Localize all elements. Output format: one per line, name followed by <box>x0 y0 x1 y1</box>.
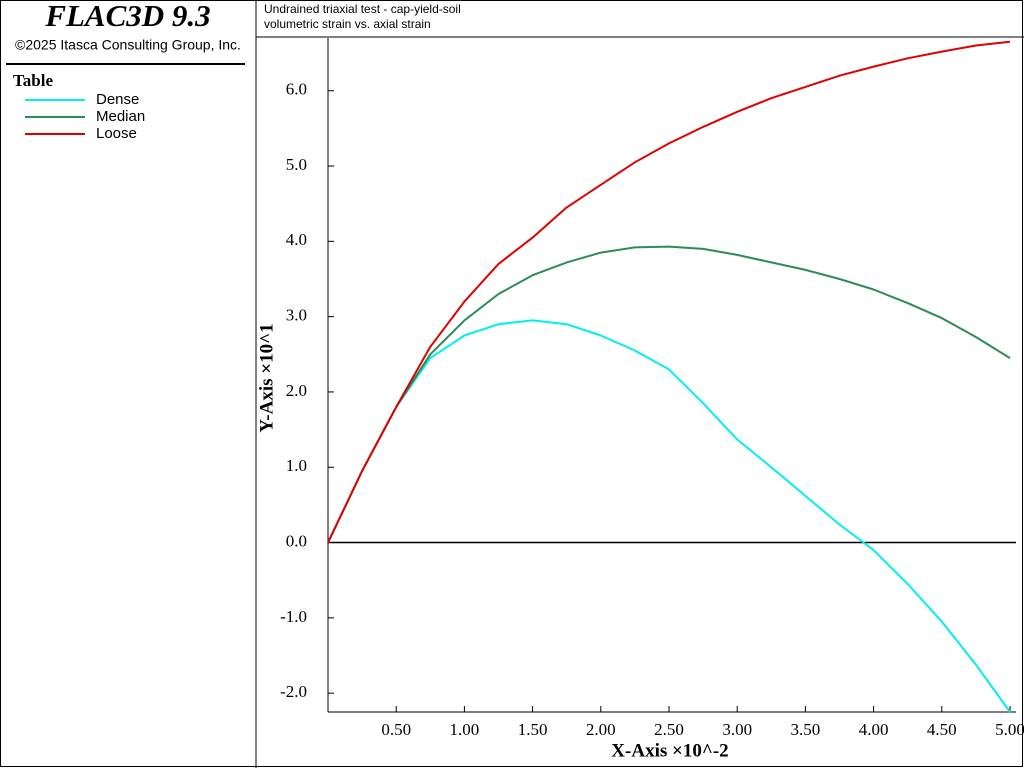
legend-label: Median <box>96 108 145 125</box>
x-axis-title: X-Axis ×10^-2 <box>611 740 728 761</box>
y-tick-label: -2.0 <box>280 682 307 701</box>
x-tick-label: 0.50 <box>381 720 411 739</box>
x-tick-label: 1.00 <box>450 720 480 739</box>
copyright: ©2025 Itasca Consulting Group, Inc. <box>15 37 241 53</box>
app-title: FLAC3D 9.3 <box>44 0 210 33</box>
y-tick-label: 6.0 <box>286 80 307 99</box>
x-tick-label: 4.00 <box>859 720 889 739</box>
x-tick-label: 3.00 <box>722 720 752 739</box>
y-tick-label: 5.0 <box>286 155 307 174</box>
x-tick-label: 2.50 <box>654 720 684 739</box>
x-tick-label: 5.00 <box>995 720 1024 739</box>
data-line <box>327 245 1011 544</box>
legend-label: Loose <box>96 125 137 142</box>
header-line: volumetric strain vs. axial strain <box>264 17 431 31</box>
y-tick-label: 3.0 <box>286 306 307 325</box>
y-tick-label: -1.0 <box>280 607 307 626</box>
y-tick-label: 2.0 <box>286 381 307 400</box>
y-tick-label: 4.0 <box>286 230 307 249</box>
x-tick-label: 2.00 <box>586 720 616 739</box>
y-tick-label: 0.0 <box>286 531 307 550</box>
y-axis-title: Y-Axis ×10^1 <box>256 323 277 432</box>
x-tick-label: 4.50 <box>927 720 957 739</box>
data-line <box>327 319 1011 713</box>
x-tick-label: 1.50 <box>518 720 548 739</box>
data-line <box>327 40 1011 544</box>
y-tick-label: 1.0 <box>286 456 307 475</box>
x-tick-label: 3.50 <box>791 720 821 739</box>
legend-title: Table <box>13 71 53 90</box>
header-line: Undrained triaxial test - cap-yield-soil <box>264 2 461 16</box>
legend-label: Dense <box>96 91 139 108</box>
